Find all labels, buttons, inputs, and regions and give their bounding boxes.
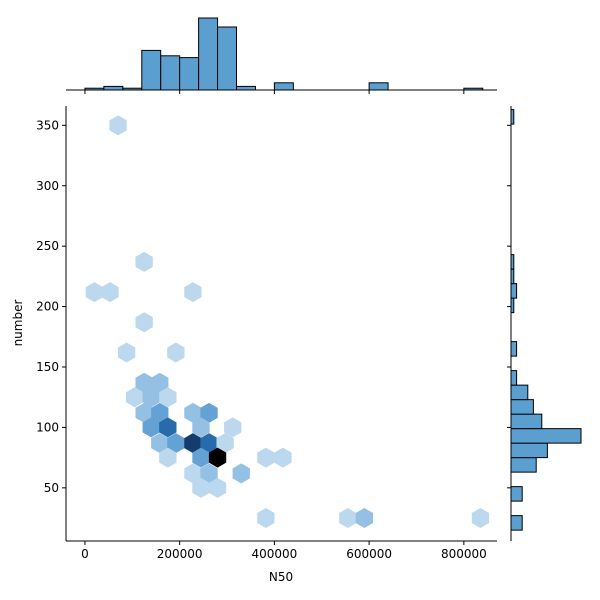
hexbin [101,282,119,303]
y-tick-label: 100 [36,420,59,434]
hexbin [184,463,202,484]
y-tick-label: 250 [36,239,59,253]
y-tick-label: 150 [36,360,59,374]
hexbin [151,402,169,423]
x-tick-label: 0 [81,547,89,561]
x-marginal-bar [217,26,238,91]
hexbin [142,387,160,408]
y-marginal-bar [510,283,518,299]
hexbin [135,402,153,423]
hexbin [200,463,218,484]
y-tick-label: 350 [36,118,59,132]
y-tick-label: 200 [36,300,59,314]
hexbin [216,433,234,454]
x-tick-label: 800000 [441,547,487,561]
y-axis-label: number [11,300,25,347]
hexbin [471,508,490,529]
x-marginal-bar [179,57,200,91]
hexbin [232,463,250,484]
top-marginal-histogram [66,17,497,94]
hexbin [355,508,374,529]
x-tick-label: 200000 [157,547,203,561]
hexbin [135,251,153,272]
hexbin [167,342,185,363]
y-marginal-bar [510,486,523,502]
hexbin [224,417,242,438]
hexbin [184,433,202,454]
hexbin [192,477,210,498]
x-marginal-bar [273,82,294,91]
y-marginal-bar [510,515,523,531]
x-tick-label: 600000 [346,547,392,561]
hexbin [135,312,153,333]
hexbin-layer [85,115,490,529]
hexbin [339,508,357,529]
y-marginal-bar [510,370,518,386]
hexbin [167,433,185,454]
hexbin [257,447,275,468]
hexbin [200,402,218,423]
hexbin [192,417,210,438]
hexbin [184,402,202,423]
y-marginal-bar [510,399,534,415]
hexbin [159,447,177,468]
x-marginal-bar [236,85,256,91]
hexbin [159,387,177,408]
hexbin [208,477,227,498]
hexbin [151,372,169,393]
hexbin [85,282,104,303]
y-marginal-bar [510,413,543,430]
x-marginal-bar [103,85,124,91]
hexbin [200,433,218,454]
y-marginal-bar [510,428,582,444]
hexbin [151,433,169,454]
hexbin [192,447,210,468]
hexbin [159,417,177,438]
y-tick-label: 50 [44,481,59,495]
hexbin [257,508,275,529]
hexbin [184,282,202,303]
hexbin [274,447,292,468]
hexbin [117,342,136,363]
x-marginal-bar [368,82,389,91]
x-marginal-bar [141,49,162,91]
x-marginal-bar [160,55,181,91]
y-tick-label: 300 [36,179,59,193]
x-axis-label: N50 [269,570,293,584]
y-marginal-bar [510,341,518,357]
y-marginal-bar [510,442,548,459]
hexbin [109,115,127,136]
main-axes: 0 200000 400000 600000 800000 50 100 150 200 250 3… [36,106,497,561]
hexbin [142,417,160,438]
y-marginal-bar [510,384,529,401]
hexbin [135,372,153,393]
y-marginal-bar [510,457,537,473]
hexbin [208,447,227,468]
right-marginal-histogram [507,106,582,541]
x-marginal-bar [198,17,219,91]
x-tick-label: 400000 [251,547,297,561]
hexbin [126,387,144,408]
